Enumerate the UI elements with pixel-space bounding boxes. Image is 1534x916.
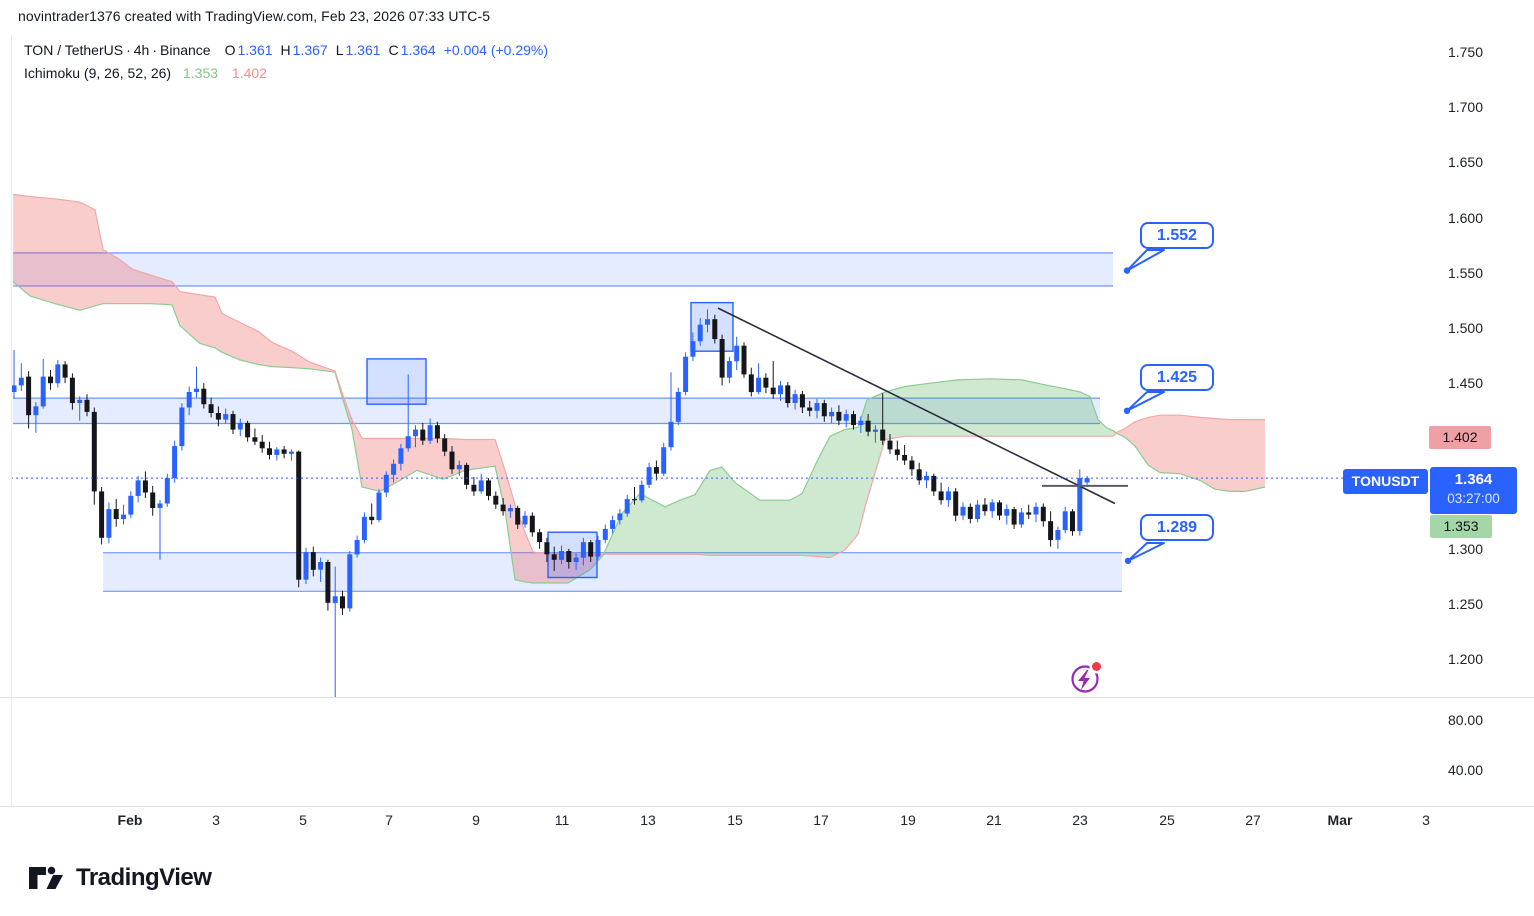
symbol-price-tag: TONUSDT xyxy=(1343,469,1428,494)
sr-zone-1.552[interactable] xyxy=(13,252,1113,287)
price-tick-1.500: 1.500 xyxy=(1447,320,1483,336)
open-label: O xyxy=(224,42,236,58)
callout-tail-1 xyxy=(1123,249,1165,274)
time-tick-23-11: 23 xyxy=(1072,812,1088,828)
rect-drawing-1[interactable] xyxy=(366,358,427,405)
price-tick-1.750: 1.750 xyxy=(1447,44,1483,60)
time-tick-19-9: 19 xyxy=(900,812,916,828)
interval-label[interactable]: 4h xyxy=(133,42,150,58)
high-label: H xyxy=(280,42,291,58)
exchange-label[interactable]: Binance xyxy=(160,42,211,58)
price-tick-1.550: 1.550 xyxy=(1447,264,1483,281)
volume-tick-80.00: 80.00 xyxy=(1447,712,1483,728)
time-tick-5-2: 5 xyxy=(299,812,307,828)
trend-line-drawing[interactable] xyxy=(717,307,1116,505)
chart-left-border xyxy=(11,35,12,806)
price-tick-1.250: 1.250 xyxy=(1447,596,1483,612)
indicator-conversion-value: 1.353 xyxy=(182,65,219,81)
high-value: 1.367 xyxy=(292,42,328,58)
time-tick-13-6: 13 xyxy=(640,812,656,828)
low-label: L xyxy=(335,42,344,58)
symbol-legend[interactable]: TON / TetherUS · 4h · Binance O 1.361 H 1.367 L 1.… xyxy=(24,42,550,58)
last-price-value: 1.364 xyxy=(1454,471,1493,488)
indicator-legend[interactable]: Ichimoku (9, 26, 52, 26) 1.353 1.402 xyxy=(24,65,267,81)
watermark-text: novintrader1376 created with TradingView… xyxy=(18,8,491,24)
pane-separator[interactable] xyxy=(0,697,1534,698)
time-tick-9-4: 9 xyxy=(472,812,480,828)
legend-separator: · xyxy=(152,42,157,58)
low-value: 1.361 xyxy=(345,42,381,58)
tradingview-logo-icon xyxy=(29,866,63,889)
time-tick-25-12: 25 xyxy=(1159,812,1175,828)
candlestick-series[interactable] xyxy=(11,309,1090,698)
price-callout-1552[interactable]: 1.552 xyxy=(1140,222,1214,249)
time-tick-Mar-14: Mar xyxy=(1327,812,1353,828)
last-price-badge: 1.364 03:27:00 xyxy=(1430,467,1517,514)
tradingview-logo-text: TradingView xyxy=(76,864,212,891)
volume-tick-40.00: 40.00 xyxy=(1447,762,1483,778)
bar-countdown: 03:27:00 xyxy=(1447,491,1500,506)
rect-drawing-2[interactable] xyxy=(690,301,734,352)
base-line-price-badge: 1.402 xyxy=(1429,426,1491,449)
close-value: 1.364 xyxy=(400,42,436,58)
tradingview-logo[interactable]: TradingView xyxy=(26,860,212,896)
price-tick-1.450: 1.450 xyxy=(1447,375,1483,392)
time-axis-separator[interactable] xyxy=(0,806,1534,807)
callout-tail-2 xyxy=(1123,391,1165,414)
time-tick-17-8: 17 xyxy=(813,812,829,828)
legend-separator: · xyxy=(126,42,131,58)
time-tick-Feb-0: Feb xyxy=(117,812,143,828)
price-tick-1.600: 1.600 xyxy=(1447,209,1483,226)
open-value: 1.361 xyxy=(237,42,273,58)
change-value: +0.004 (+0.29%) xyxy=(443,42,549,58)
time-tick-7-3: 7 xyxy=(385,812,393,828)
price-tick-1.700: 1.700 xyxy=(1447,99,1483,116)
time-tick-15-7: 15 xyxy=(727,812,743,828)
indicator-params: (9, 26, 52, 26) xyxy=(83,65,172,81)
callout-tail-3 xyxy=(1124,542,1165,565)
price-callout-1425[interactable]: 1.425 xyxy=(1140,364,1214,391)
ichimoku-cloud xyxy=(12,193,1266,584)
ohlc-values: O 1.361 H 1.367 L 1.361 C 1.364 +0.004 (+0.29%) xyxy=(219,42,550,58)
price-tick-1.300: 1.300 xyxy=(1447,540,1483,557)
indicator-base-value: 1.402 xyxy=(231,65,267,81)
time-tick-27-13: 27 xyxy=(1245,812,1261,828)
time-tick-3-1: 3 xyxy=(212,812,220,828)
price-tick-1.650: 1.650 xyxy=(1447,154,1483,171)
sr-zone-1.425[interactable] xyxy=(13,397,1100,425)
close-label: C xyxy=(388,42,399,58)
price-callout-1289[interactable]: 1.289 xyxy=(1140,514,1214,541)
conversion-line-price-badge: 1.353 xyxy=(1430,515,1492,538)
time-tick-21-10: 21 xyxy=(986,812,1002,828)
indicator-name[interactable]: Ichimoku xyxy=(24,65,81,81)
symbol-title[interactable]: TON / TetherUS xyxy=(24,42,124,58)
flash-idea-icon[interactable] xyxy=(1071,659,1104,693)
price-tick-1.200: 1.200 xyxy=(1447,651,1483,668)
time-tick-3-15: 3 xyxy=(1422,812,1430,828)
sr-zone-1.289[interactable] xyxy=(103,552,1122,592)
time-tick-11-5: 11 xyxy=(554,812,570,828)
